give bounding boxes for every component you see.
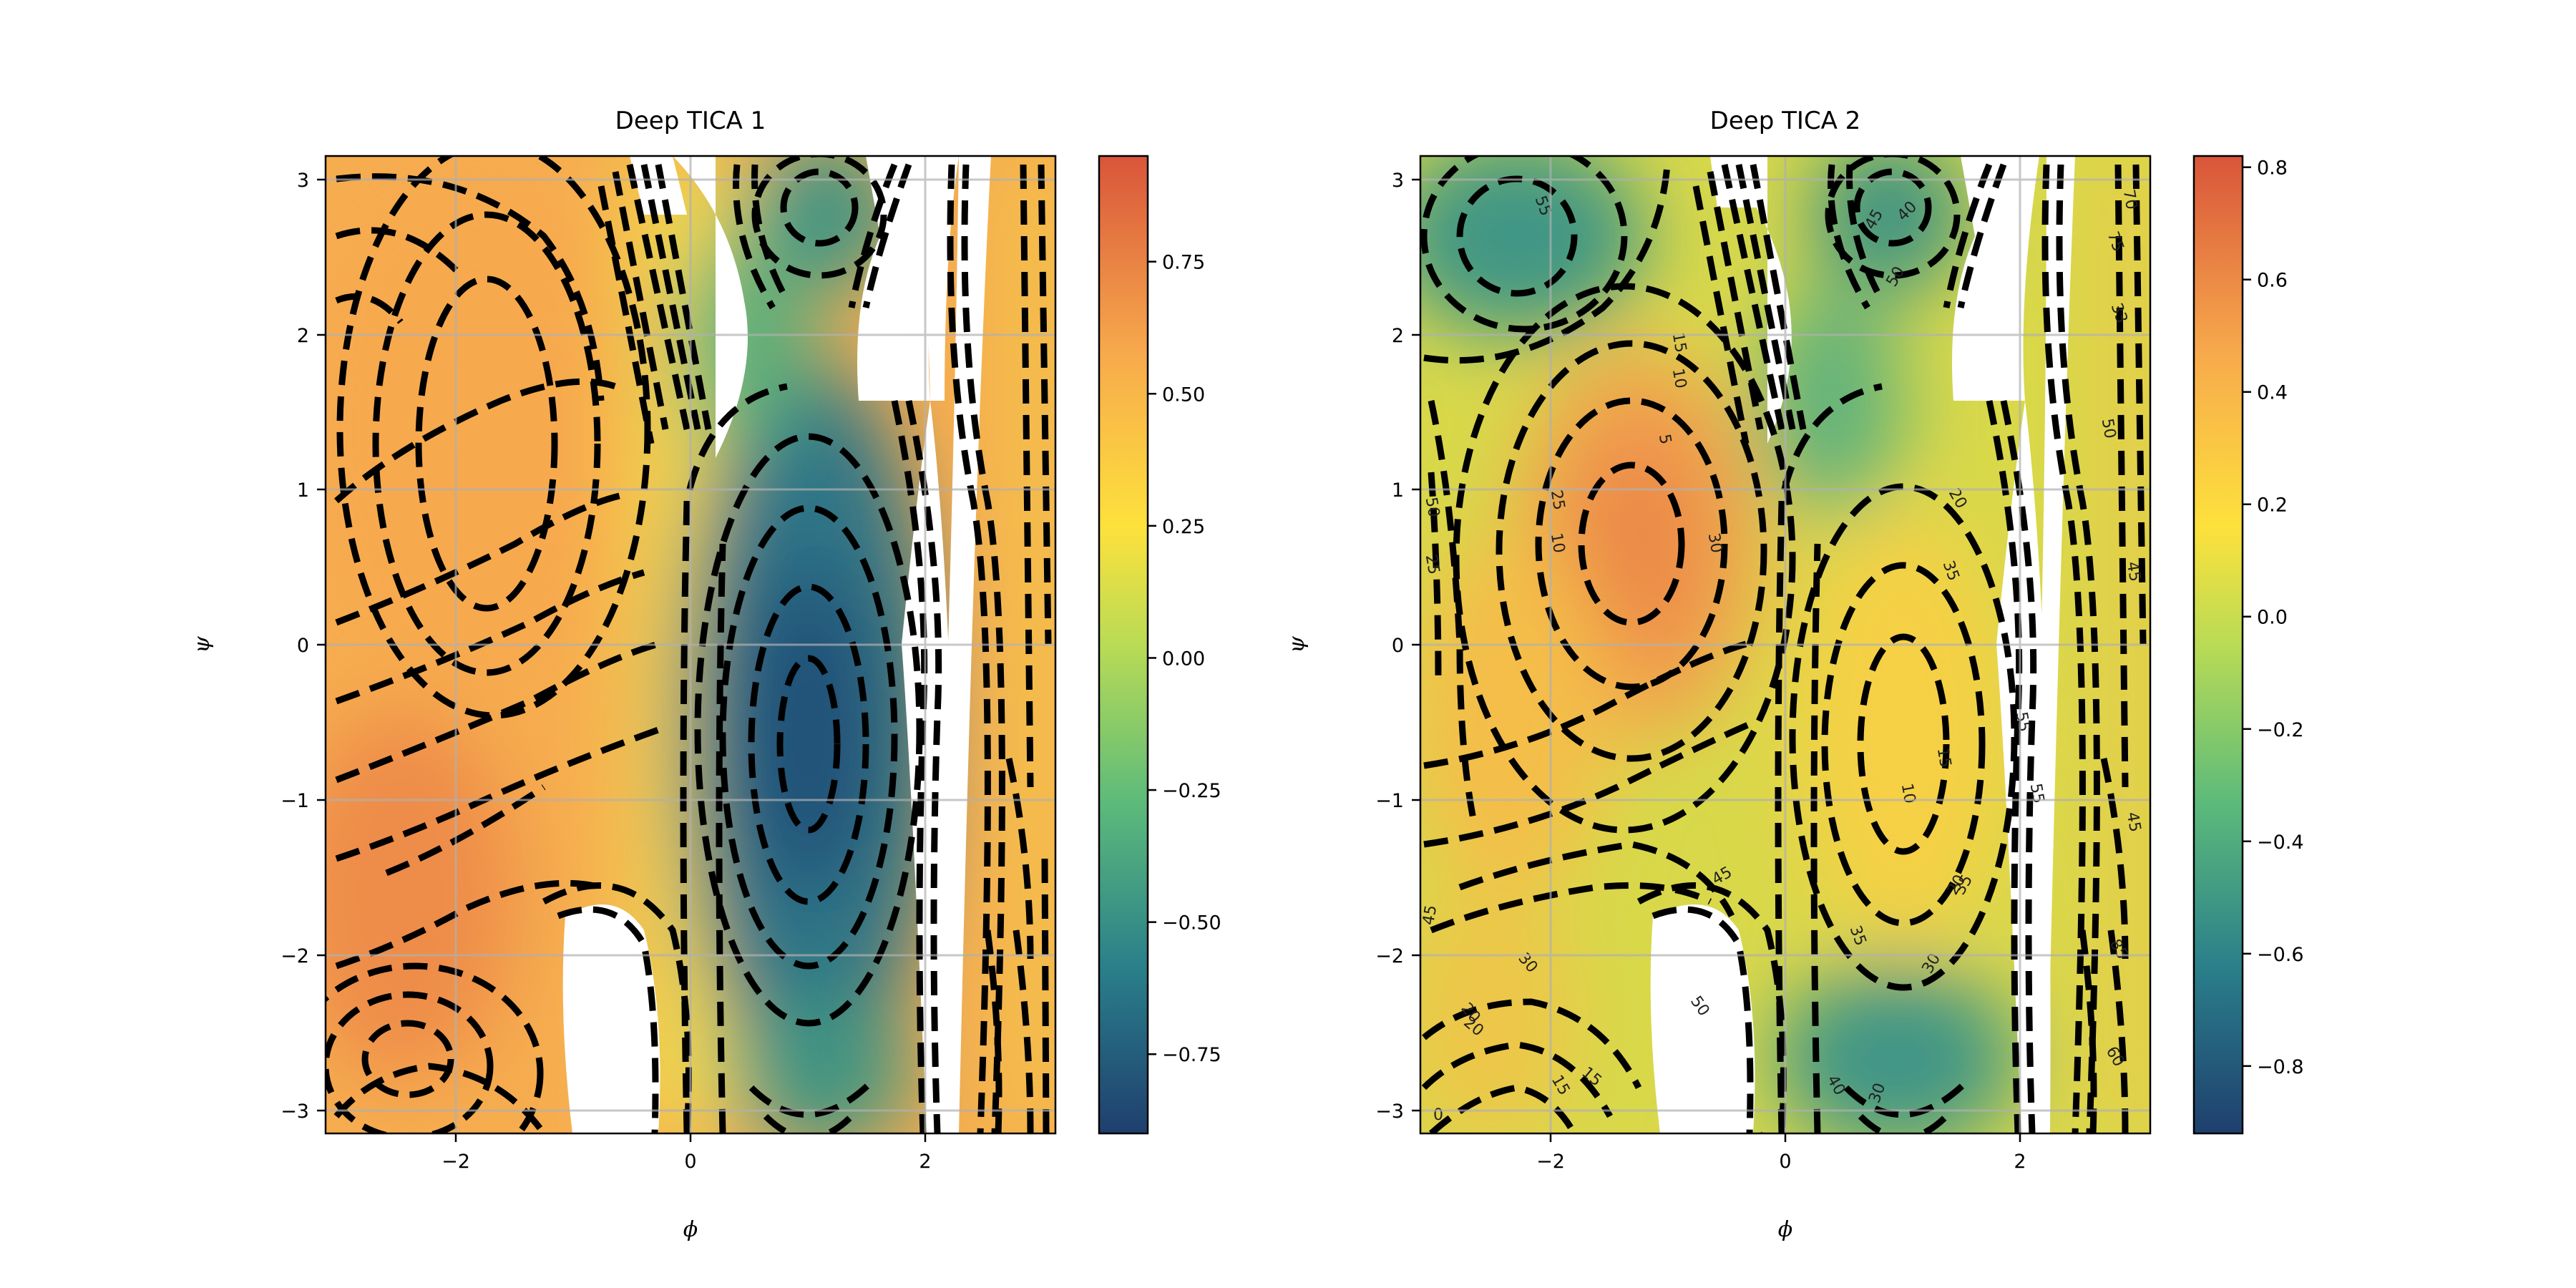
contour-label: 25	[1422, 553, 1443, 576]
panel-1-y-tick-label: 3	[297, 170, 309, 192]
panel-2-y-tick-label: 3	[1392, 170, 1404, 192]
panel-1-y-tick-label: 2	[297, 325, 309, 347]
panel-2-y-axis-label: ψ	[1284, 636, 1309, 653]
contour-label: 15	[1933, 746, 1954, 769]
colorbar-tick-label: 0.4	[2257, 382, 2288, 404]
panel-2-y-ticks: 3 2 1 0 −1 −2 −3	[1375, 170, 1420, 1123]
colorbar-tick-label: 0.00	[1162, 648, 1205, 670]
panel-2-y-tick-label: −2	[1375, 945, 1404, 967]
colorbar-tick-label: −0.50	[1162, 912, 1221, 935]
panel-2-x-axis-label: ϕ	[1778, 1217, 1792, 1242]
panel-1-title: Deep TICA 1	[615, 107, 766, 135]
panel-2-colorbar: 0.8 0.6 0.4 0.2 0.0 −0.2 −0.4 −0.6 −0.8	[2194, 156, 2304, 1133]
panel-2-y-tick-label: 1	[1392, 479, 1404, 502]
colorbar-tick-label: 0.6	[2257, 270, 2288, 292]
contour-label: 50	[2098, 417, 2119, 440]
contour-label: 10	[1898, 782, 1918, 805]
panel-2-y-tick-label: −1	[1375, 790, 1404, 812]
contour-label: 55	[2012, 711, 2033, 733]
contour-label: 45	[2123, 811, 2144, 834]
colorbar-tick-label: 0.8	[2257, 157, 2288, 180]
panel-2-title: Deep TICA 2	[1710, 107, 1861, 135]
contour-label: 45	[1420, 904, 1440, 927]
contour-label: 10	[1669, 367, 1689, 390]
colorbar-tick-label: 0.0	[2257, 607, 2288, 629]
panel-1-colorbar: 0.75 0.50 0.25 0.00 −0.25 −0.50 −0.75	[1099, 156, 1221, 1133]
panel-2-y-tick-label: 2	[1392, 325, 1404, 347]
panel-2-x-tick-label: −2	[1536, 1151, 1565, 1173]
contour-label: 70	[2119, 188, 2140, 211]
panel-2-y-tick-label: 0	[1392, 635, 1404, 657]
panel-1-y-tick-label: 1	[297, 479, 309, 502]
colorbar-tick-label: 0.2	[2257, 494, 2288, 517]
panel-1-x-ticks: −2 0 2	[441, 1133, 932, 1173]
panel-2-x-ticks: −2 0 2	[1536, 1133, 2026, 1173]
colorbar-tick-label: −0.6	[2257, 944, 2304, 966]
colorbar-tick-label: 0.25	[1162, 516, 1205, 538]
panel-1-y-axis-label: ψ	[190, 636, 215, 653]
panel-1: Deep TICA 1	[190, 107, 1221, 1242]
panel-2-x-tick-label: 2	[2014, 1151, 2026, 1173]
colorbar-tick-label: −0.4	[2257, 831, 2304, 854]
panel-1-y-tick-label: −2	[280, 945, 309, 967]
panel-2-colorbar-ticks: 0.8 0.6 0.4 0.2 0.0 −0.2 −0.4 −0.6 −0.8	[2243, 157, 2304, 1078]
panel-1-y-tick-label: 0	[297, 635, 309, 657]
panel-1-y-ticks: 3 2 1 0 −1 −2 −3	[280, 170, 326, 1123]
panel-2-x-tick-label: 0	[1779, 1151, 1791, 1173]
colorbar-tick-label: 0.50	[1162, 384, 1205, 406]
colorbar-tick-label: −0.2	[2257, 719, 2304, 741]
panel-2: Deep TICA 2	[1284, 107, 2304, 1242]
colorbar-tick-label: −0.75	[1162, 1044, 1221, 1066]
panel-2-y-tick-label: −3	[1375, 1101, 1404, 1123]
contour-label: 45	[2123, 560, 2144, 583]
contour-label: 0	[1433, 1106, 1443, 1124]
panel-1-x-tick-label: −2	[441, 1151, 470, 1173]
panel-1-x-tick-label: 2	[919, 1151, 931, 1173]
panel-1-colorbar-ticks: 0.75 0.50 0.25 0.00 −0.25 −0.50 −0.75	[1148, 252, 1221, 1067]
colorbar-tick-label: 0.75	[1162, 252, 1205, 274]
colorbar-tick-label: −0.8	[2257, 1056, 2304, 1078]
contour-label: 50	[1422, 496, 1443, 519]
panel-1-heatmap	[286, 136, 1055, 1181]
panel-1-y-tick-label: −3	[280, 1101, 309, 1123]
panel-1-x-axis-label: ϕ	[683, 1217, 698, 1242]
contour-label: 55	[2026, 782, 2047, 805]
panel-1-x-tick-label: 0	[684, 1151, 696, 1173]
panel-1-y-tick-label: −1	[280, 790, 309, 812]
colorbar-tick-label: −0.25	[1162, 780, 1221, 802]
contour-label: 30	[1704, 532, 1725, 555]
